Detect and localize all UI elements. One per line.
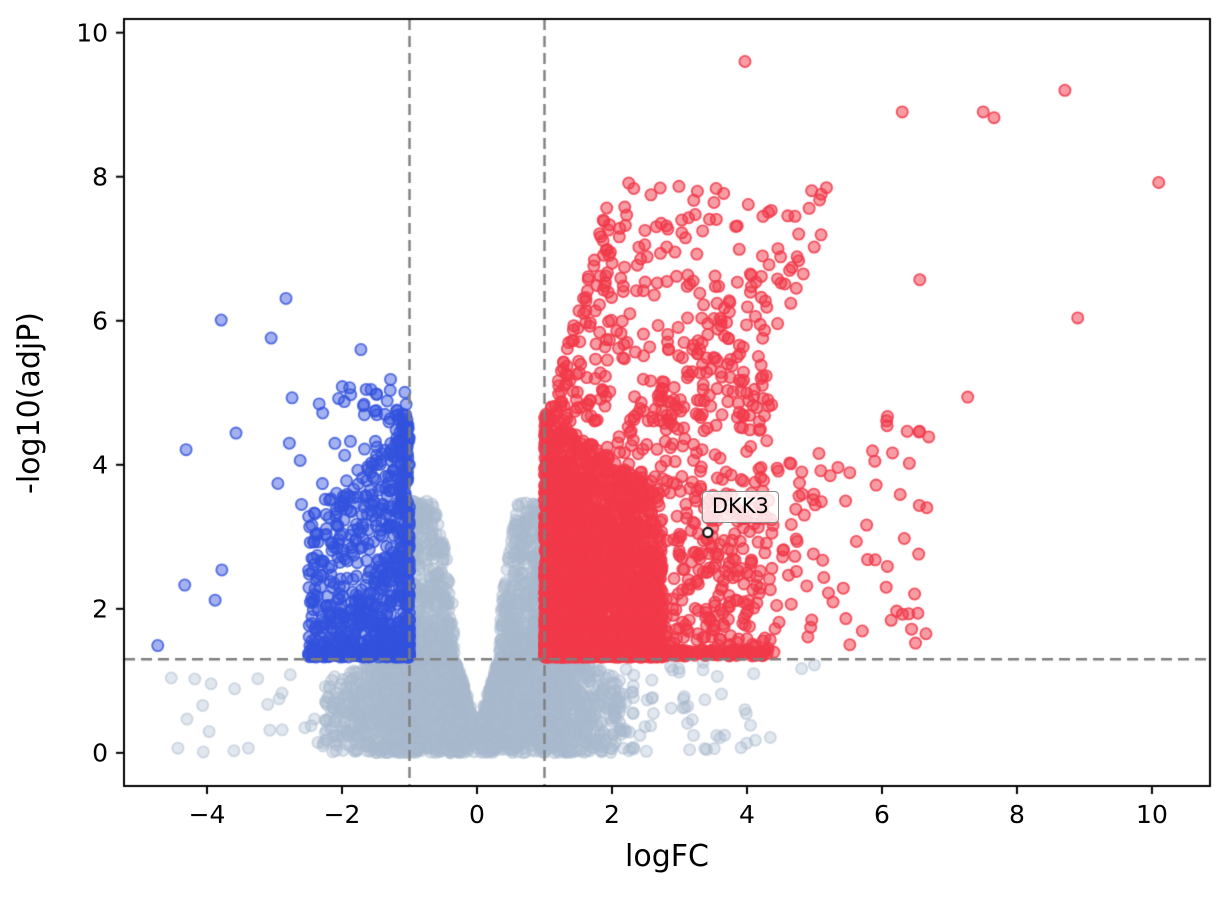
x-tick-label-4: 4 (739, 800, 755, 829)
x-axis-label: logFC (625, 839, 709, 874)
x-tick-label-−4: −4 (188, 800, 226, 829)
x-tick-label-2: 2 (604, 800, 620, 829)
gene-annotation-dkk3: DKK3 (701, 491, 779, 524)
y-axis-label: -log10(adjP) (12, 311, 47, 494)
y-tick-label-4: 4 (92, 450, 108, 480)
y-tick-label-0: 0 (92, 738, 108, 768)
x-tick-label-8: 8 (1009, 800, 1025, 829)
x-tick-label-−2: −2 (323, 800, 361, 829)
y-tick-label-10: 10 (76, 18, 108, 48)
x-tick-label-10: 10 (1136, 800, 1168, 829)
x-tick-label-6: 6 (874, 800, 890, 829)
y-tick-label-8: 8 (92, 162, 108, 192)
y-tick-label-6: 6 (92, 306, 108, 336)
x-tick-label-0: 0 (469, 800, 485, 829)
y-tick-label-2: 2 (92, 594, 108, 624)
